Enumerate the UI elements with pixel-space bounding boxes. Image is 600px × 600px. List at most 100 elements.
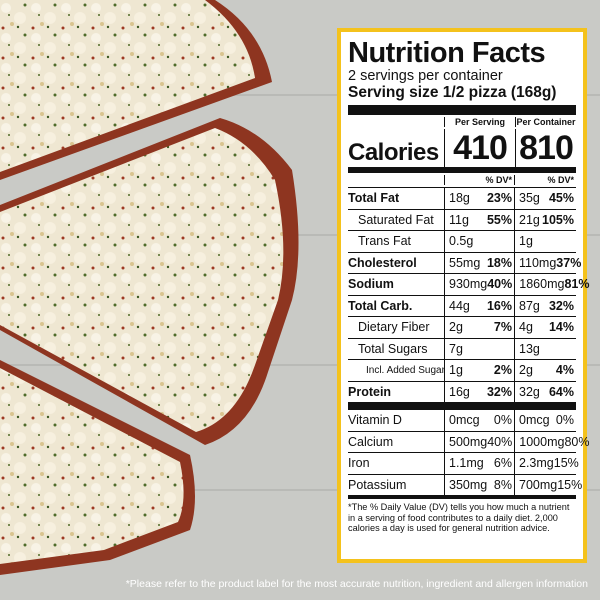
nutrient-name: Incl. Added Sugars [366, 364, 444, 376]
nutrient-amount: 1860mg [519, 277, 565, 292]
nutrient-row: Sodium 930mg 40% 1860mg 81% [348, 274, 589, 296]
nutrient-daily-value: 32% [548, 298, 574, 313]
nutrient-daily-value: 105% [542, 212, 574, 227]
nutrient-name: Dietary Fiber [358, 320, 430, 335]
nutrient-name: Vitamin D [348, 413, 402, 428]
nutrient-daily-value: 15% [557, 477, 583, 492]
nutrient-daily-value: 37% [556, 255, 582, 270]
nutrient-amount: 21g [519, 212, 540, 227]
nutrient-daily-value: 16% [486, 298, 512, 313]
calories-row: Calories 410 810 [348, 127, 576, 173]
nutrient-daily-value: 18% [486, 255, 512, 270]
nutrient-amount: 18g [449, 191, 470, 206]
nutrient-daily-value: 23% [486, 191, 512, 206]
nutrient-amount: 32g [519, 384, 540, 399]
nutrient-amount: 87g [519, 298, 540, 313]
nutrient-daily-value: 64% [548, 384, 574, 399]
nutrient-amount: 0.5g [449, 234, 474, 249]
calories-per-container: 810 [515, 129, 576, 167]
per-serving-header: Per Serving [444, 117, 515, 127]
nutrient-row: Trans Fat 0.5g 1g [348, 231, 576, 253]
disclaimer-text: *Please refer to the product label for t… [125, 578, 588, 590]
nutrient-daily-value: 7% [493, 320, 512, 335]
nutrient-name: Total Fat [348, 191, 400, 206]
nutrient-amount: 1000mg [519, 434, 565, 449]
nutrient-name: Cholesterol [348, 255, 417, 270]
nutrient-name: Potassium [348, 477, 407, 492]
calories-label: Calories [348, 139, 439, 166]
nutrient-amount: 1g [519, 234, 533, 249]
nutrient-amount: 11g [449, 212, 469, 227]
nutrient-amount: 0mcg [519, 413, 550, 428]
nutrient-amount: 1g [449, 363, 463, 378]
nutrient-daily-value: 2% [493, 363, 512, 378]
nutrient-daily-value: 4% [555, 363, 574, 378]
nutrient-row: Total Carb. 44g 16% 87g 32% [348, 295, 576, 317]
nutrient-name: Saturated Fat [358, 212, 434, 227]
nutrient-row: Protein 16g 32% 32g 64% [348, 381, 576, 410]
vitamin-row: Potassium 350mg 8% 700mg 15% [348, 474, 582, 499]
nutrient-daily-value: 14% [548, 320, 574, 335]
nutrient-amount: 13g [519, 341, 540, 356]
nutrient-daily-value: 81% [564, 277, 590, 292]
serving-size: Serving size 1/2 pizza (168g) [348, 84, 557, 101]
nutrient-daily-value: 40% [487, 277, 513, 292]
nutrient-daily-value: 55% [486, 212, 512, 227]
nutrient-amount: 500mg [449, 434, 488, 449]
nutrient-amount: 2g [519, 363, 533, 378]
nutrient-daily-value: 6% [493, 456, 512, 471]
nutrient-amount: 35g [519, 191, 540, 206]
nutrient-row: Total Sugars 7g 13g [348, 338, 576, 360]
nutrient-amount: 110mg [519, 255, 557, 270]
nutrient-name: Sodium [348, 277, 394, 292]
nutrient-list: Total Fat 18g 23% 35g 45% Saturated Fat 11g 55%… [348, 188, 589, 410]
calories-per-serving: 410 [444, 129, 515, 167]
per-container-header: Per Container [515, 117, 576, 127]
nutrient-row: Total Fat 18g 23% 35g 45% [348, 188, 576, 210]
vitamin-row: Vitamin D 0mcg 0% 0mcg 0% [348, 410, 576, 432]
nutrition-facts-label: Nutrition Facts 2 servings per container… [337, 28, 589, 563]
nutrient-name: Iron [348, 456, 370, 471]
nutrient-amount: 1.1mg [449, 456, 484, 471]
nutrient-name: Calcium [348, 434, 394, 449]
nutrient-daily-value: 0% [555, 413, 574, 428]
nutrient-amount: 4g [519, 320, 533, 335]
nutrient-amount: 16g [449, 384, 470, 399]
nutrient-amount: 700mg [519, 477, 558, 492]
nutrient-row: Incl. Added Sugars 1g 2% 2g 4% [348, 360, 576, 382]
nutrient-amount: 2.3mg [519, 456, 554, 471]
nutrient-row: Cholesterol 55mg 18% 110mg 37% [348, 252, 581, 274]
nutrient-amount: 55mg [449, 255, 481, 270]
servings-per-container: 2 servings per container [348, 68, 503, 84]
vitamin-list: Vitamin D 0mcg 0% 0mcg 0% Calcium 500mg 40% 1000… [348, 410, 589, 499]
dv-header-serving: % DV* [444, 175, 514, 185]
nutrient-amount: 0mcg [449, 413, 480, 428]
column-headers: Per Serving Per Container [348, 117, 576, 127]
nutrient-amount: 350mg [449, 477, 488, 492]
nutrient-name: Total Carb. [348, 298, 413, 313]
dv-header-container: % DV* [514, 175, 576, 185]
vitamin-row: Iron 1.1mg 6% 2.3mg 15% [348, 453, 579, 475]
nutrient-amount: 7g [449, 341, 463, 356]
nutrient-daily-value: 0% [493, 413, 512, 428]
thick-divider [348, 105, 576, 115]
nutrient-daily-value: 15% [553, 456, 579, 471]
nutrient-row: Dietary Fiber 2g 7% 4g 14% [348, 317, 576, 339]
label-title: Nutrition Facts [348, 37, 546, 69]
nutrient-amount: 930mg [449, 277, 488, 292]
nutrient-daily-value: 32% [486, 384, 512, 399]
dv-header-row: % DV* % DV* [348, 173, 576, 188]
nutrient-row: Saturated Fat 11g 55% 21g 105% [348, 209, 576, 231]
nutrient-name: Total Sugars [358, 341, 428, 356]
nutrient-amount: 2g [449, 320, 463, 335]
nutrient-daily-value: 80% [564, 434, 590, 449]
nutrient-daily-value: 40% [487, 434, 513, 449]
dv-footnote: *The % Daily Value (DV) tells you how mu… [348, 502, 570, 533]
nutrient-name: Protein [348, 384, 392, 399]
nutrition-facts-panel: Nutrition Facts 2 servings per container… [341, 32, 589, 559]
nutrient-daily-value: 45% [548, 191, 574, 206]
nutrient-daily-value: 8% [493, 477, 512, 492]
nutrient-amount: 44g [449, 298, 470, 313]
vitamin-row: Calcium 500mg 40% 1000mg 80% [348, 431, 589, 453]
nutrient-name: Trans Fat [358, 234, 412, 249]
